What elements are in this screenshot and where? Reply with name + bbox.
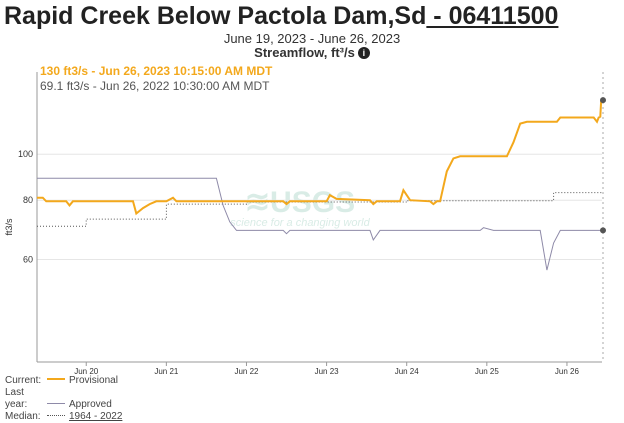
legend-current-label: Current: (5, 375, 42, 386)
x-tick-label: Jun 26 (555, 367, 580, 375)
y-axis-label: ft3/s (4, 218, 14, 236)
series-current (37, 100, 603, 216)
legend-last-year-series: Approved (69, 399, 112, 410)
y-tick-label: 100 (18, 149, 33, 159)
legend-median: Median: 1964 - 2022 (5, 411, 122, 423)
series-median (37, 192, 602, 227)
series-last-year (37, 177, 602, 271)
legend-last-year-label: Last year: (5, 387, 28, 410)
legend-median-link[interactable]: 1964 - 2022 (69, 411, 123, 422)
page-title: Rapid Creek Below Pactola Dam,Sd - 06411… (4, 2, 558, 31)
parameter-title: Streamflow, ft³/s i (0, 45, 624, 60)
focus-point-last-year (600, 227, 606, 234)
tooltip-current: 130 ft3/s - Jun 26, 2023 10:15:00 AM MDT (40, 64, 273, 78)
x-tick-label: Jun 24 (395, 367, 420, 375)
x-tick-label: Jun 25 (475, 367, 500, 375)
legend-current-series: Provisional (69, 375, 118, 386)
site-number-link[interactable]: - 06411500 (426, 2, 559, 30)
x-tick-label: Jun 23 (315, 367, 340, 375)
y-tick-label: 60 (23, 255, 33, 265)
x-tick-label: Jun 20 (74, 367, 99, 375)
legend-swatch-current (47, 378, 65, 380)
legend-last-year: Last year: Approved (5, 387, 122, 411)
info-icon[interactable]: i (357, 47, 370, 59)
legend-current: Current: Provisional (5, 375, 122, 387)
legend: Current: Provisional Last year: Approved M… (5, 375, 122, 423)
tooltip-last-year: 69.1 ft3/s - Jun 26, 2022 10:30:00 AM MD… (40, 79, 270, 93)
legend-swatch-median (47, 415, 65, 416)
focus-point-current (600, 97, 606, 104)
parameter-label: Streamflow, ft³/s (254, 45, 355, 60)
site-name: Rapid Creek Below Pactola Dam,Sd (4, 2, 427, 30)
watermark-tagline: science for a changing world (230, 217, 370, 229)
y-tick-label: 80 (23, 195, 33, 205)
x-tick-label: Jun 21 (154, 367, 179, 375)
watermark-logo: ≋USGS (245, 186, 355, 219)
legend-swatch-last-year (47, 403, 65, 404)
date-range: June 19, 2023 - June 26, 2023 (223, 31, 401, 46)
legend-median-label: Median: (5, 411, 41, 422)
x-tick-label: Jun 22 (234, 367, 259, 375)
